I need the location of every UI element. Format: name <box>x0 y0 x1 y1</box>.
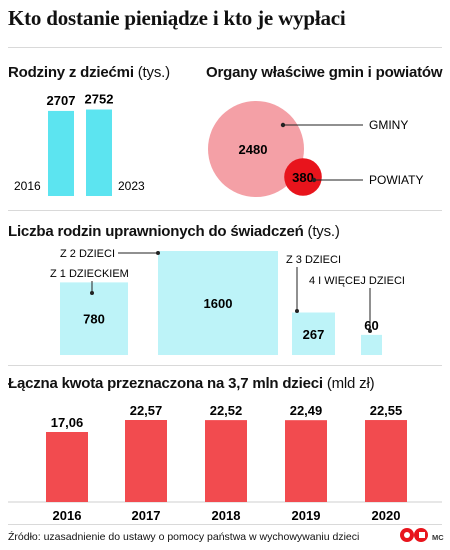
eligible-value-label: 780 <box>83 312 105 327</box>
powiaty-bubble <box>284 158 322 196</box>
amount-title-text: Łączna kwota przeznaczona na 3,7 mln dzi… <box>8 375 323 392</box>
amount-value-label: 22,57 <box>130 403 163 418</box>
eligible-bar <box>361 334 382 355</box>
amount-bar <box>46 432 88 502</box>
organs-bubble-chart: 2480 380 GMINY POWIATY <box>208 101 423 197</box>
families-bar <box>48 110 74 196</box>
powiaty-value-label: 380 <box>292 170 314 185</box>
families-bar-chart: 2707 2752 2016 2023 <box>14 92 145 196</box>
divider <box>8 524 442 525</box>
eligible-category-label: 4 I WIĘCEJ DZIECI <box>309 275 405 287</box>
powiaty-label: POWIATY <box>369 173 423 187</box>
families-bar <box>86 109 112 196</box>
families-unit: (tys.) <box>137 64 170 81</box>
eligible-bar <box>60 282 128 355</box>
eligible-value-label: 1600 <box>204 296 233 311</box>
amount-tick-label: 2017 <box>132 508 161 523</box>
eligible-leader-dot <box>295 309 299 313</box>
eligible-category-label: Z 2 DZIECI <box>60 248 115 260</box>
gminy-value-label: 2480 <box>239 142 268 157</box>
author-initials: MC <box>432 533 444 542</box>
amount-tick-label: 2020 <box>372 508 401 523</box>
eligible-title-text: Liczba rodzin uprawnionych do świadczeń <box>8 223 304 240</box>
eligible-unit: (tys.) <box>307 223 340 240</box>
eligible-category-label: Z 1 DZIECKIEM <box>50 268 129 280</box>
publisher-logo-icon <box>400 528 428 542</box>
amount-tick-label: 2018 <box>212 508 241 523</box>
amount-tick-label: 2016 <box>53 508 82 523</box>
amount-value-label: 17,06 <box>51 415 84 430</box>
eligible-value-label: 267 <box>303 327 325 342</box>
amount-value-label: 22,49 <box>290 403 323 418</box>
families-tick-label: 2023 <box>118 179 145 193</box>
organs-chart-title: Organy właściwe gmin i powiatów <box>206 64 443 81</box>
divider <box>8 47 442 48</box>
families-tick-label: 2016 <box>14 179 41 193</box>
amount-unit: (mld zł) <box>326 375 375 392</box>
amount-bar <box>285 420 327 502</box>
eligible-value-label: 60 <box>364 318 378 333</box>
eligible-chart-title: Liczba rodzin uprawnionych do świadczeń … <box>8 223 340 240</box>
gminy-bubble <box>208 101 304 197</box>
gminy-leader-dot <box>280 122 286 128</box>
amount-bar <box>205 420 247 502</box>
source-note: Źródło: uzasadnienie do ustawy o pomocy … <box>8 531 360 543</box>
amount-bar-chart: 17,06 2016 22,57 2017 22,52 2018 22,49 2019 22,5… <box>8 403 442 523</box>
amount-value-label: 22,55 <box>370 403 403 418</box>
powiaty-leader-dot <box>311 177 317 183</box>
eligible-bar <box>292 312 335 355</box>
gminy-label: GMINY <box>369 118 408 132</box>
amount-tick-label: 2019 <box>292 508 321 523</box>
eligible-leader-dot <box>90 291 94 295</box>
amount-bar <box>365 420 407 502</box>
families-chart-title: Rodziny z dziećmi (tys.) <box>8 64 170 81</box>
page-title: Kto dostanie pieniądze i kto je wypłaci <box>8 6 346 30</box>
eligible-bar-chart: 780 Z 1 DZIECKIEM 1600 Z 2 DZIECI 267 Z 3 DZI… <box>50 248 405 355</box>
families-value-label: 2707 <box>47 93 76 108</box>
eligible-bar <box>158 251 278 355</box>
divider <box>8 210 442 211</box>
eligible-leader-dot <box>156 251 160 255</box>
amount-chart-title: Łączna kwota przeznaczona na 3,7 mln dzi… <box>8 375 375 392</box>
families-value-label: 2752 <box>85 92 114 107</box>
eligible-category-label: Z 3 DZIECI <box>286 254 341 266</box>
divider <box>8 365 442 366</box>
amount-value-label: 22,52 <box>210 403 243 418</box>
families-title-text: Rodziny z dziećmi <box>8 64 134 81</box>
amount-bar <box>125 420 167 502</box>
eligible-leader-dot <box>368 329 372 333</box>
